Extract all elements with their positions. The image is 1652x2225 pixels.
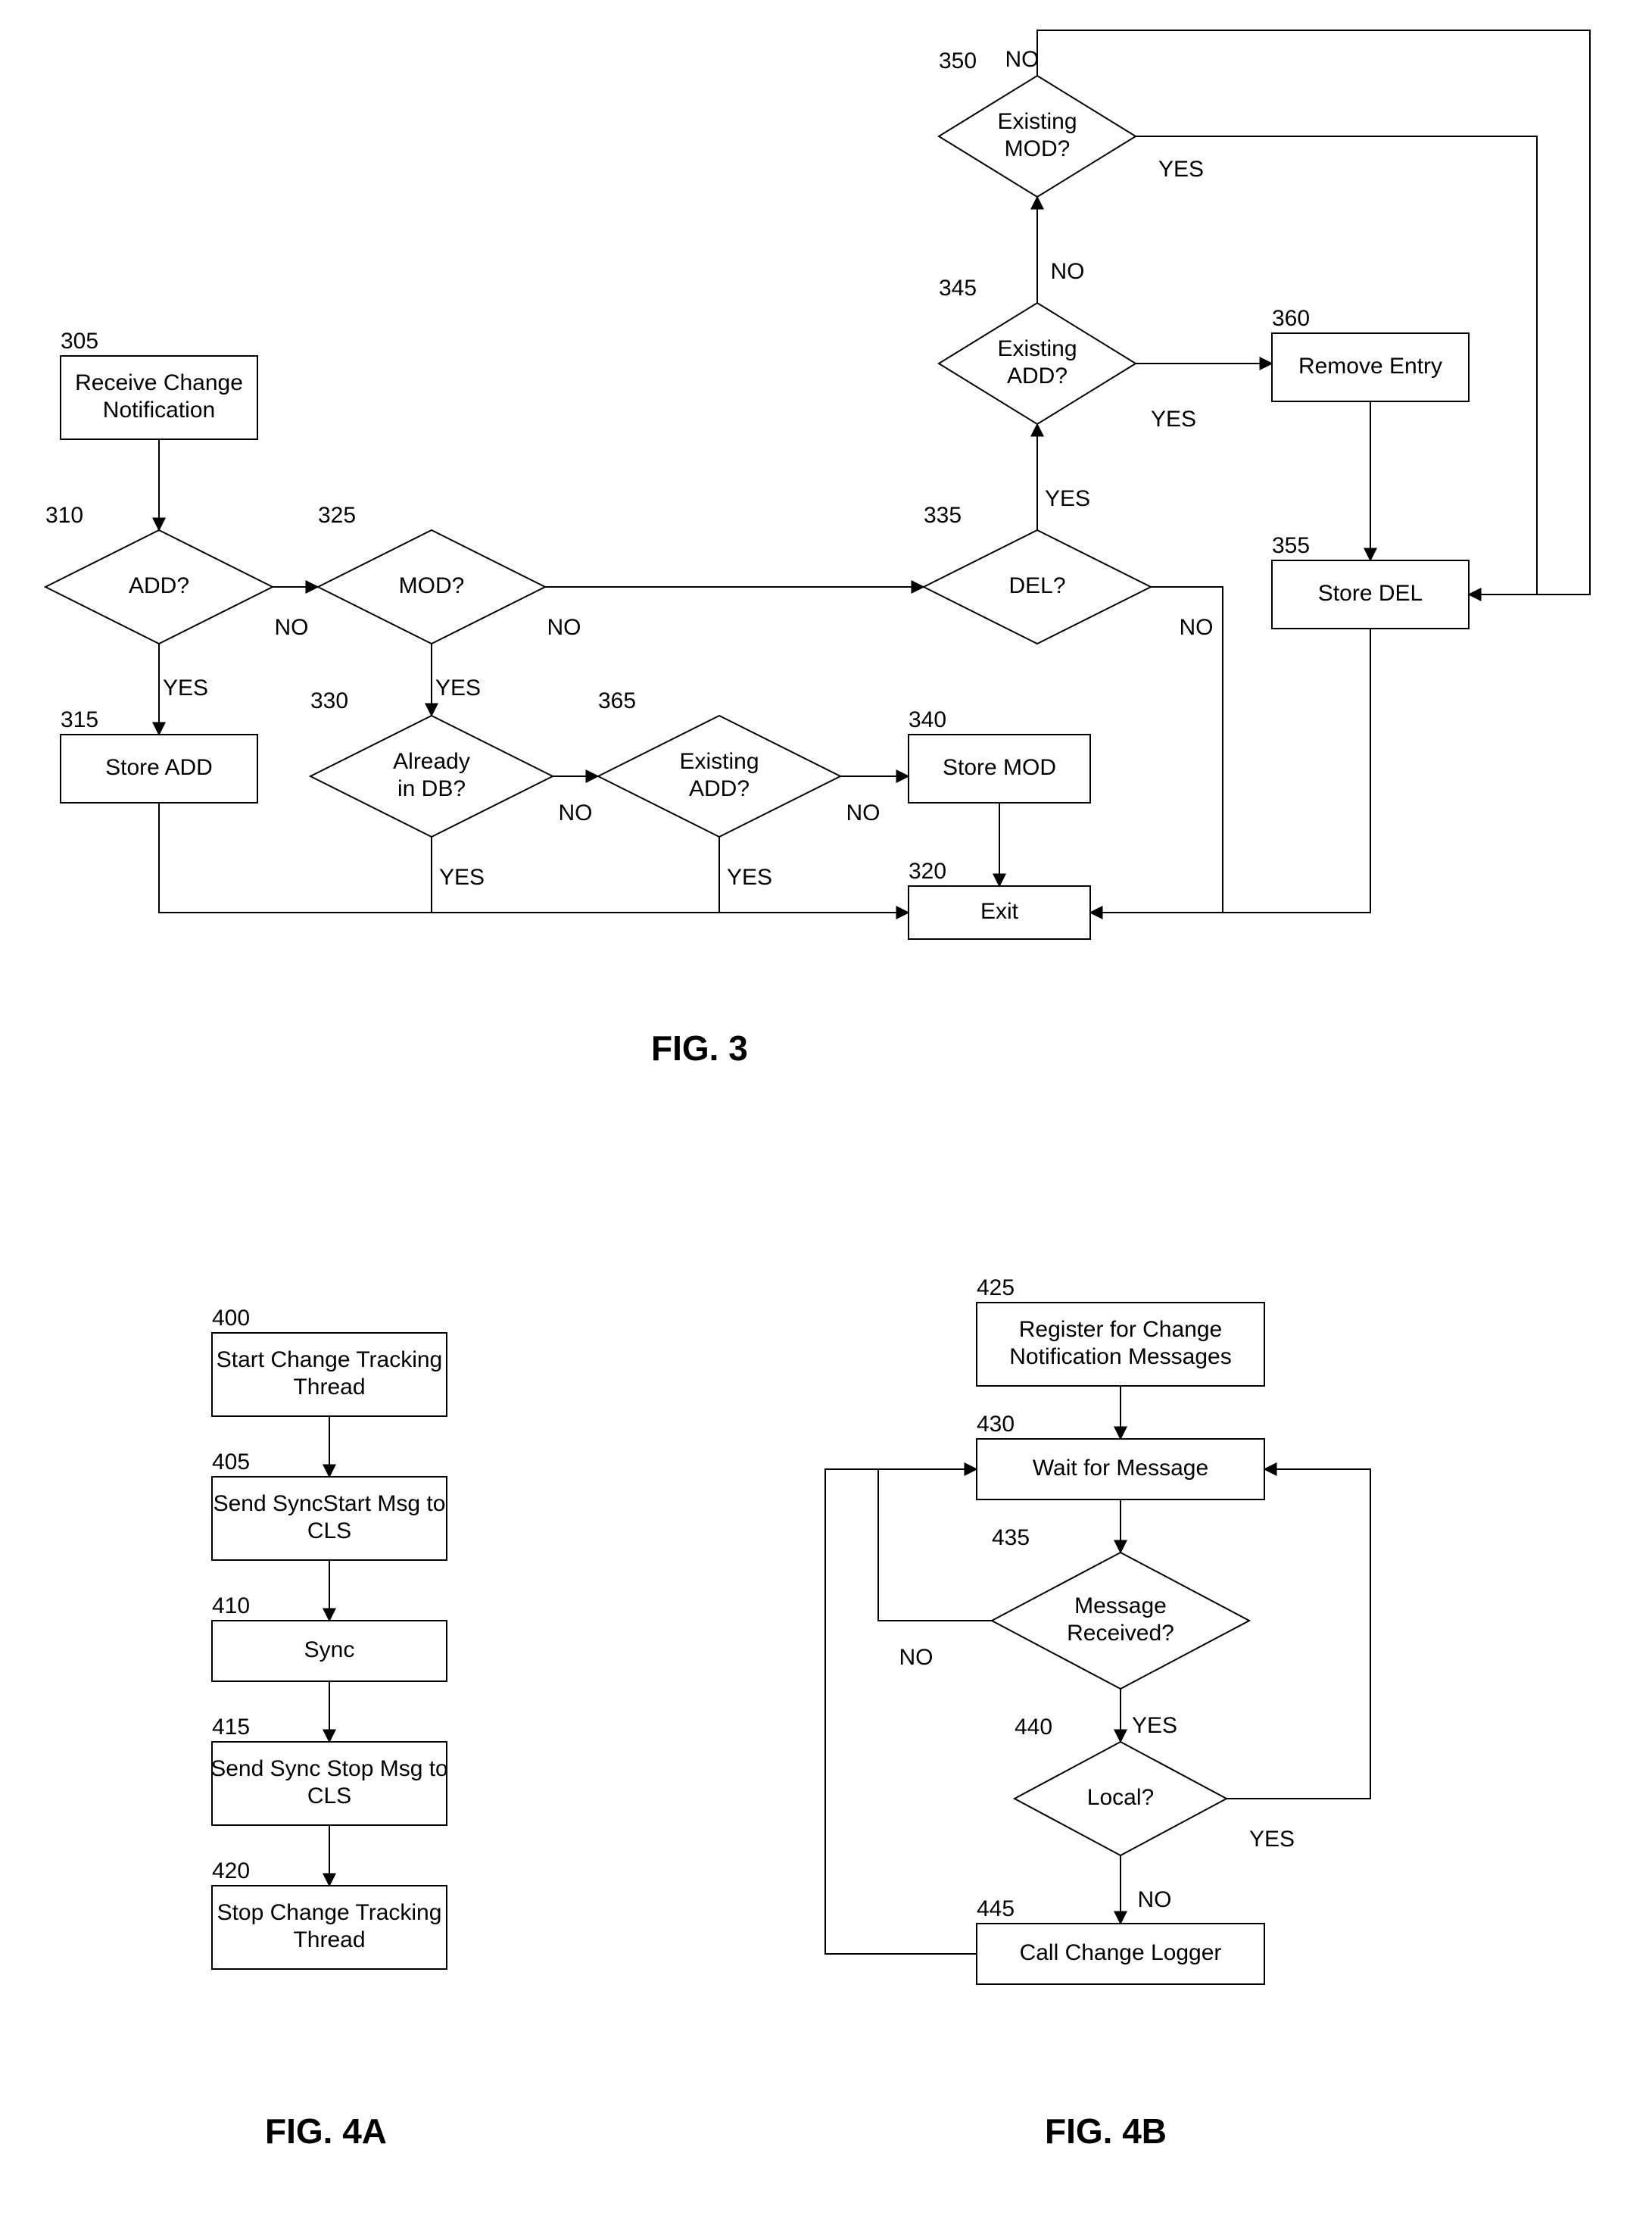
node-id-435: 435: [992, 1525, 1030, 1550]
node-id-360: 360: [1272, 306, 1310, 331]
svg-text:Sync: Sync: [304, 1637, 355, 1662]
svg-text:CLS: CLS: [307, 1518, 351, 1543]
svg-text:Store MOD: Store MOD: [943, 755, 1056, 780]
edge-315-320: [159, 803, 909, 913]
svg-text:Message: Message: [1074, 1593, 1167, 1618]
node-id-400: 400: [212, 1306, 250, 1331]
edge-label-310-315: YES: [163, 676, 208, 701]
node-id-415: 415: [212, 1715, 250, 1740]
edge-label-325-335: NO: [547, 615, 581, 640]
edge-label-350-355: YES: [1158, 157, 1204, 182]
edge-label-365-320: YES: [727, 865, 772, 890]
edge-label-435-440: YES: [1132, 1713, 1177, 1738]
svg-text:Received?: Received?: [1067, 1621, 1174, 1646]
edge-350-355: [1037, 30, 1590, 594]
svg-text:ADD?: ADD?: [1007, 364, 1068, 389]
svg-text:Call Change Logger: Call Change Logger: [1020, 1940, 1222, 1965]
svg-text:Notification Messages: Notification Messages: [1009, 1344, 1231, 1369]
edge-label-440-430: YES: [1249, 1827, 1295, 1852]
node-id-445: 445: [977, 1896, 1015, 1921]
node-id-420: 420: [212, 1858, 250, 1883]
node-id-430: 430: [977, 1412, 1015, 1437]
svg-text:Wait for Message: Wait for Message: [1033, 1456, 1208, 1481]
svg-text:Store DEL: Store DEL: [1318, 581, 1423, 606]
svg-text:Local?: Local?: [1087, 1785, 1154, 1810]
node-id-310: 310: [45, 503, 83, 528]
edge-445-430: [825, 1469, 977, 1954]
svg-text:DEL?: DEL?: [1008, 573, 1065, 598]
svg-text:Existing: Existing: [679, 749, 759, 774]
edge-440-430: [1227, 1469, 1370, 1799]
node-id-335: 335: [924, 503, 962, 528]
svg-text:Receive Change: Receive Change: [75, 370, 243, 395]
node-id-305: 305: [61, 329, 98, 354]
edge-label-350-355: NO: [1005, 47, 1040, 72]
svg-text:Exit: Exit: [980, 899, 1019, 924]
edge-label-325-330: YES: [435, 676, 481, 701]
figure-title: FIG. 3: [651, 1028, 748, 1068]
node-id-405: 405: [212, 1450, 250, 1474]
edge-label-345-350: NO: [1051, 259, 1085, 284]
svg-text:Thread: Thread: [293, 1927, 365, 1952]
svg-text:Already: Already: [393, 749, 470, 774]
edge-label-365-340: NO: [846, 800, 881, 825]
node-id-425: 425: [977, 1275, 1015, 1300]
edge-label-335-345: YES: [1045, 486, 1090, 511]
svg-text:Store ADD: Store ADD: [105, 755, 213, 780]
edge-label-345-360: YES: [1151, 407, 1196, 432]
svg-text:Send Sync Stop Msg to: Send Sync Stop Msg to: [210, 1756, 448, 1781]
svg-text:MOD?: MOD?: [399, 573, 465, 598]
svg-text:Register for Change: Register for Change: [1019, 1317, 1222, 1342]
node-id-365: 365: [598, 688, 636, 713]
edge-355-320: [1090, 629, 1370, 913]
svg-text:Existing: Existing: [997, 336, 1077, 361]
svg-text:Remove Entry: Remove Entry: [1298, 354, 1442, 379]
edge-label-310-325: NO: [275, 615, 309, 640]
node-id-330: 330: [310, 688, 348, 713]
svg-text:Existing: Existing: [997, 109, 1077, 134]
node-id-325: 325: [318, 503, 356, 528]
node-id-340: 340: [909, 707, 946, 732]
node-id-355: 355: [1272, 533, 1310, 558]
svg-text:Notification: Notification: [103, 398, 215, 423]
figure-title: FIG. 4B: [1045, 2111, 1167, 2151]
node-id-320: 320: [909, 859, 946, 884]
edge-435-430: [878, 1469, 992, 1621]
edge-label-435-430: NO: [899, 1645, 934, 1670]
node-id-345: 345: [939, 276, 977, 301]
node-id-350: 350: [939, 48, 977, 73]
edge-label-335-320: NO: [1180, 615, 1214, 640]
svg-text:Stop Change Tracking: Stop Change Tracking: [217, 1900, 442, 1925]
svg-text:CLS: CLS: [307, 1783, 351, 1808]
node-id-410: 410: [212, 1593, 250, 1618]
edge-label-440-445: NO: [1138, 1887, 1172, 1912]
svg-text:ADD?: ADD?: [129, 573, 189, 598]
svg-text:Start Change Tracking: Start Change Tracking: [217, 1347, 443, 1372]
svg-text:Send SyncStart Msg to: Send SyncStart Msg to: [214, 1491, 446, 1516]
svg-text:Thread: Thread: [293, 1375, 365, 1400]
figure-title: FIG. 4A: [265, 2111, 387, 2151]
svg-text:MOD?: MOD?: [1005, 136, 1071, 161]
svg-text:ADD?: ADD?: [689, 776, 750, 801]
node-id-315: 315: [61, 707, 98, 732]
edge-label-330-365: NO: [559, 800, 593, 825]
svg-text:in DB?: in DB?: [397, 776, 466, 801]
edge-label-330-320: YES: [439, 865, 485, 890]
node-id-440: 440: [1015, 1715, 1052, 1740]
